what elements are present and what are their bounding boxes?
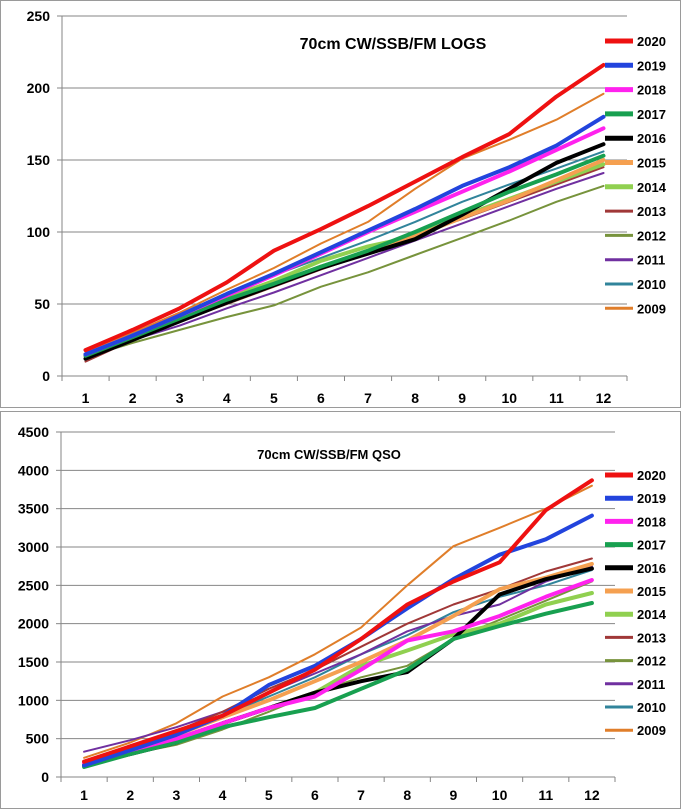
- x-tick-label: 9: [450, 787, 458, 803]
- chart-title: 70cm CW/SSB/FM QSO: [257, 447, 401, 462]
- y-tick-label: 500: [26, 731, 50, 747]
- series-line-2017: [83, 153, 606, 358]
- series-line-2011: [83, 565, 593, 753]
- x-tick-label: 11: [549, 390, 564, 406]
- x-tick-label: 5: [265, 787, 273, 803]
- x-tick-label: 11: [538, 787, 553, 803]
- legend-label-2014: 2014: [637, 180, 667, 195]
- y-tick-label: 2500: [18, 577, 49, 593]
- x-tick-label: 2: [126, 787, 134, 803]
- legend-label-2018: 2018: [637, 83, 666, 98]
- legend-label-2014: 2014: [637, 607, 667, 622]
- series-line-2011: [84, 172, 605, 357]
- y-tick-label: 4500: [18, 424, 49, 440]
- x-tick-label: 1: [82, 390, 90, 406]
- x-tick-label: 2: [129, 390, 137, 406]
- legend-label-2009: 2009: [637, 723, 666, 738]
- y-tick-label: 150: [27, 152, 51, 168]
- legend-label-2013: 2013: [637, 630, 666, 645]
- x-tick-label: 7: [357, 787, 365, 803]
- y-tick-label: 0: [42, 368, 50, 384]
- x-tick-label: 9: [458, 390, 466, 406]
- series-line-2020: [83, 63, 606, 353]
- series-line-2013: [84, 166, 605, 363]
- legend-label-2015: 2015: [637, 156, 666, 171]
- series-line-2012: [84, 184, 605, 359]
- legend-label-2017: 2017: [637, 538, 666, 553]
- legend-label-2016: 2016: [637, 131, 666, 146]
- x-tick-label: 6: [311, 787, 319, 803]
- series-line-2009: [84, 92, 605, 354]
- x-tick-label: 10: [502, 390, 518, 406]
- chart-panel-qso: 0 500 1000 1500 2000 2500 3000 3500 4000 4500 1 2 3 4…: [0, 411, 681, 809]
- y-tick-label: 50: [34, 296, 50, 312]
- series-line-2019: [83, 114, 606, 357]
- x-tick-label: 8: [403, 787, 411, 803]
- x-tick-label: 4: [219, 787, 227, 803]
- y-tick-label: 1000: [18, 692, 49, 708]
- series-line-2009: [83, 484, 593, 759]
- legend-label-2012: 2012: [637, 654, 666, 669]
- series-line-2016: [83, 142, 606, 361]
- legend-label-2015: 2015: [637, 584, 666, 599]
- legend-label-2019: 2019: [637, 491, 666, 506]
- legend-label-2011: 2011: [637, 677, 665, 692]
- legend-label-2020: 2020: [637, 468, 666, 483]
- series-line-2018: [82, 578, 594, 766]
- y-tick-label: 4000: [18, 462, 49, 478]
- x-tick-label: 12: [596, 390, 612, 406]
- y-tick-label: 2000: [18, 616, 49, 632]
- x-tick-label: 1: [80, 787, 88, 803]
- y-tick-label: 100: [27, 224, 51, 240]
- chart-title: 70cm CW/SSB/FM LOGS: [300, 36, 487, 53]
- y-tick-label: 1500: [18, 654, 49, 670]
- x-tick-label: 6: [317, 390, 325, 406]
- x-tick-label: 8: [411, 390, 419, 406]
- x-tick-label: 5: [270, 390, 278, 406]
- x-tick-label: 4: [223, 390, 231, 406]
- series-line-2017: [82, 601, 594, 769]
- legend-label-2013: 2013: [637, 204, 666, 219]
- x-tick-label: 3: [173, 787, 181, 803]
- legend-label-2019: 2019: [637, 58, 666, 73]
- legend-label-2017: 2017: [637, 107, 666, 122]
- legend-label-2020: 2020: [637, 34, 666, 49]
- legend-label-2018: 2018: [637, 514, 666, 529]
- legend-label-2012: 2012: [637, 228, 666, 243]
- legend-label-2010: 2010: [637, 700, 666, 715]
- legend-label-2016: 2016: [637, 561, 666, 576]
- x-tick-label: 12: [584, 787, 600, 803]
- x-tick-label: 3: [176, 390, 184, 406]
- series-line-2020: [82, 478, 594, 764]
- chart-panel-logs: 0 50 100 150 200 250 1 2 3 4 5 6 7 8 9 10 11 12 70cm CW/SS…: [0, 0, 681, 408]
- y-tick-label: 0: [41, 769, 49, 785]
- legend-label-2009: 2009: [637, 301, 666, 316]
- y-tick-label: 3000: [18, 539, 49, 555]
- x-tick-label: 10: [492, 787, 508, 803]
- legend-label-2010: 2010: [637, 277, 666, 292]
- y-tick-label: 250: [27, 8, 51, 24]
- x-tick-label: 7: [364, 390, 372, 406]
- y-tick-label: 200: [27, 80, 51, 96]
- legend-label-2011: 2011: [637, 253, 665, 268]
- y-tick-label: 3500: [18, 501, 49, 517]
